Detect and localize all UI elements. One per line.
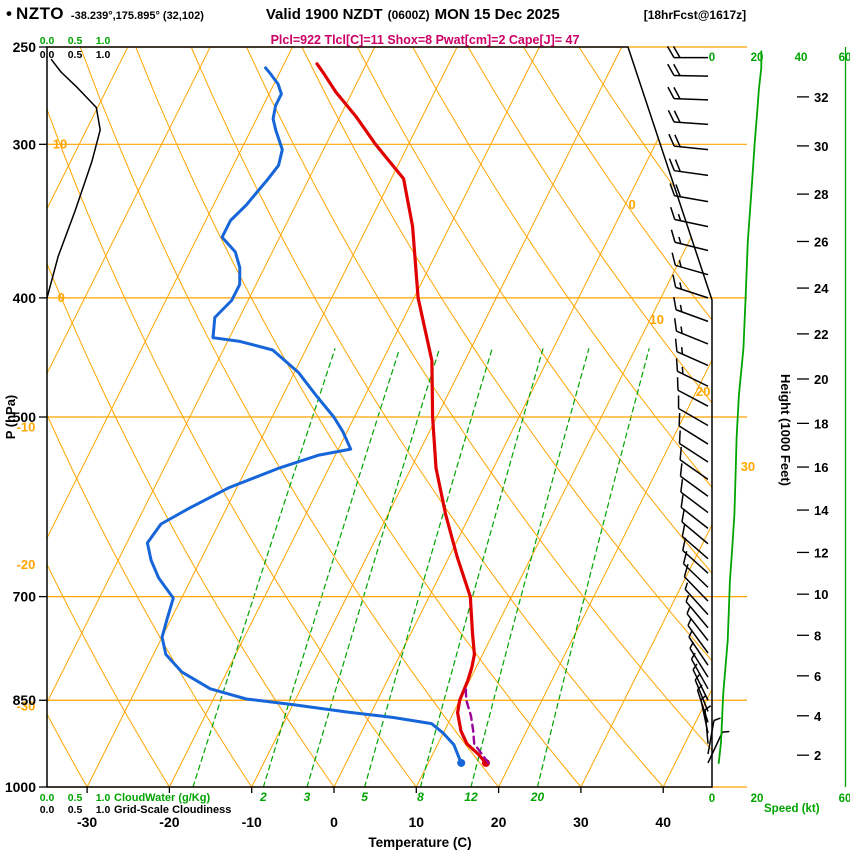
valid-date: MON 15 Dec 2025 (434, 6, 560, 23)
dewpoint-surface-dot (457, 758, 466, 767)
mixing-ratio-label: 8 (417, 790, 424, 804)
temperature-axis-title: Temperature (C) (368, 835, 471, 850)
cloudiness-scale-top: 1.0 (96, 49, 111, 61)
isotherm-grid (47, 47, 712, 787)
parcel-curve (464, 685, 490, 765)
cloudiness-scale-bottom: 0.5 (68, 804, 83, 816)
pressure-tick-label: 850 (13, 692, 37, 708)
adiabat-label: -30 (17, 698, 36, 713)
height-tick-label: 16 (814, 460, 828, 475)
grid-labels: 0 10 20 30 10 0 -10 -20 -30 2 3 5 8 12 20 (17, 136, 756, 804)
speed-scale-top-label: 20 (751, 52, 764, 64)
temperature-curve (315, 62, 490, 767)
cloudiness-line (47, 58, 101, 299)
mixing-ratio-label: 3 (304, 790, 311, 804)
speed-scale-bottom-label: 0 (709, 793, 715, 805)
height-tick-label: 6 (814, 669, 821, 684)
adiabat-label: -20 (17, 557, 36, 572)
cloudwater-scale-bottom: 0.0 (40, 792, 55, 804)
pressure-axis-title: P (hPa) (3, 395, 18, 440)
speed-scale-bottom-label: 60 (839, 793, 850, 805)
cloudwater-scale-bottom: 1.0 (96, 792, 111, 804)
isotherm-label: 30 (741, 459, 755, 474)
height-tick-label: 4 (814, 709, 822, 724)
pressure-tick-label: 1000 (5, 779, 36, 795)
plot-frame (46, 46, 713, 788)
temperature-tick-label: -10 (242, 814, 262, 830)
pressure-gridlines (47, 46, 747, 788)
height-tick-label: 10 (814, 587, 828, 602)
height-tick-label: 32 (814, 90, 828, 105)
valid-time-utc: (0600Z) (387, 8, 430, 22)
speed-scale-top-label: 60 (839, 52, 850, 64)
wind-speed-line (717, 47, 847, 787)
mixing-ratio-label: 12 (464, 790, 478, 804)
temperature-tick-label: -30 (77, 814, 97, 830)
mixing-ratio-label: 20 (530, 790, 545, 804)
pressure-tick-label: 300 (13, 136, 37, 152)
cloudwater-scale-top: 0.0 (40, 35, 55, 47)
height-tick-label: 20 (814, 372, 828, 387)
pressure-tick-label: 500 (13, 409, 37, 425)
cloudiness-label: Grid-Scale Cloudiness (114, 804, 231, 816)
isotherm-label: 20 (696, 384, 710, 399)
height-tick-label: 2 (814, 748, 821, 763)
title-bar: • NZTO -38.239°,175.895° (32,102) Valid … (6, 4, 846, 24)
station-coords: -38.239°,175.895° (32,102) (70, 10, 204, 22)
speed-scale-top-label: 0 (709, 52, 715, 64)
speed-axis-title: Speed (kt) (764, 803, 820, 815)
isotherm-label: 10 (650, 312, 664, 327)
wind-barb-column (666, 45, 730, 764)
cloudwater-scale-top: 0.5 (68, 35, 83, 47)
height-tick-label: 30 (814, 139, 828, 154)
valid-time: Valid 1900 NZDT (265, 6, 383, 23)
speed-scale-bottom-label: 20 (751, 793, 764, 805)
height-tick-label: 18 (814, 416, 828, 431)
temperature-tick-label: -20 (159, 814, 179, 830)
mixing-ratio-label: 2 (259, 790, 267, 804)
height-tick-label: 22 (814, 327, 828, 342)
height-tick-label: 24 (814, 281, 829, 296)
height-axis-title: Height (1000 Feet) (778, 374, 793, 486)
cloudwater-label: CloudWater (g/Kg) (114, 792, 210, 804)
isotherm-label: 0 (628, 197, 635, 212)
temperature-tick-label: 20 (491, 814, 507, 830)
speed-scale-top-label: 40 (795, 52, 808, 64)
mixing-ratio-label: 5 (361, 790, 368, 804)
adiabat-label: -10 (17, 420, 36, 435)
height-tick-label: 12 (814, 545, 828, 560)
temperature-tick-label: 10 (409, 814, 425, 830)
station-id: NZTO (15, 4, 64, 23)
temperature-tick-label: 0 (330, 814, 338, 830)
adiabat-label: 0 (58, 290, 65, 305)
parcel-parameters: Plcl=922 Tlcl[C]=11 Shox=8 Pwat[cm]=2 Ca… (270, 33, 580, 47)
cloudiness-scale-top: 0.5 (68, 49, 83, 61)
dewpoint-curve (145, 66, 466, 767)
temperature-tick-label: 30 (573, 814, 589, 830)
height-tick-label: 14 (814, 503, 829, 518)
pressure-tick-label: 250 (13, 39, 37, 55)
height-tick-label: 8 (814, 628, 821, 643)
height-tick-label: 28 (814, 187, 828, 202)
adiabat-label: 10 (53, 136, 67, 151)
forecast-reference: [18hrFcst@1617z] (643, 8, 747, 22)
pressure-tick-label: 700 (13, 589, 37, 605)
cloudiness-scale-bottom: 1.0 (96, 804, 111, 816)
temperature-tick-label: 40 (655, 814, 671, 830)
pressure-tick-label: 400 (13, 290, 37, 306)
cloudwater-scale-top: 1.0 (96, 35, 111, 47)
cloudiness-scale-top: 0.0 (40, 49, 55, 61)
height-tick-label: 26 (814, 234, 828, 249)
station-bullet-icon: • (6, 4, 12, 23)
mixing-ratio-lines (192, 348, 650, 787)
cloudiness-scale-bottom: 0.0 (40, 804, 55, 816)
cloudwater-scale-bottom: 0.5 (68, 792, 83, 804)
dry-adiabat-grid (47, 47, 712, 787)
